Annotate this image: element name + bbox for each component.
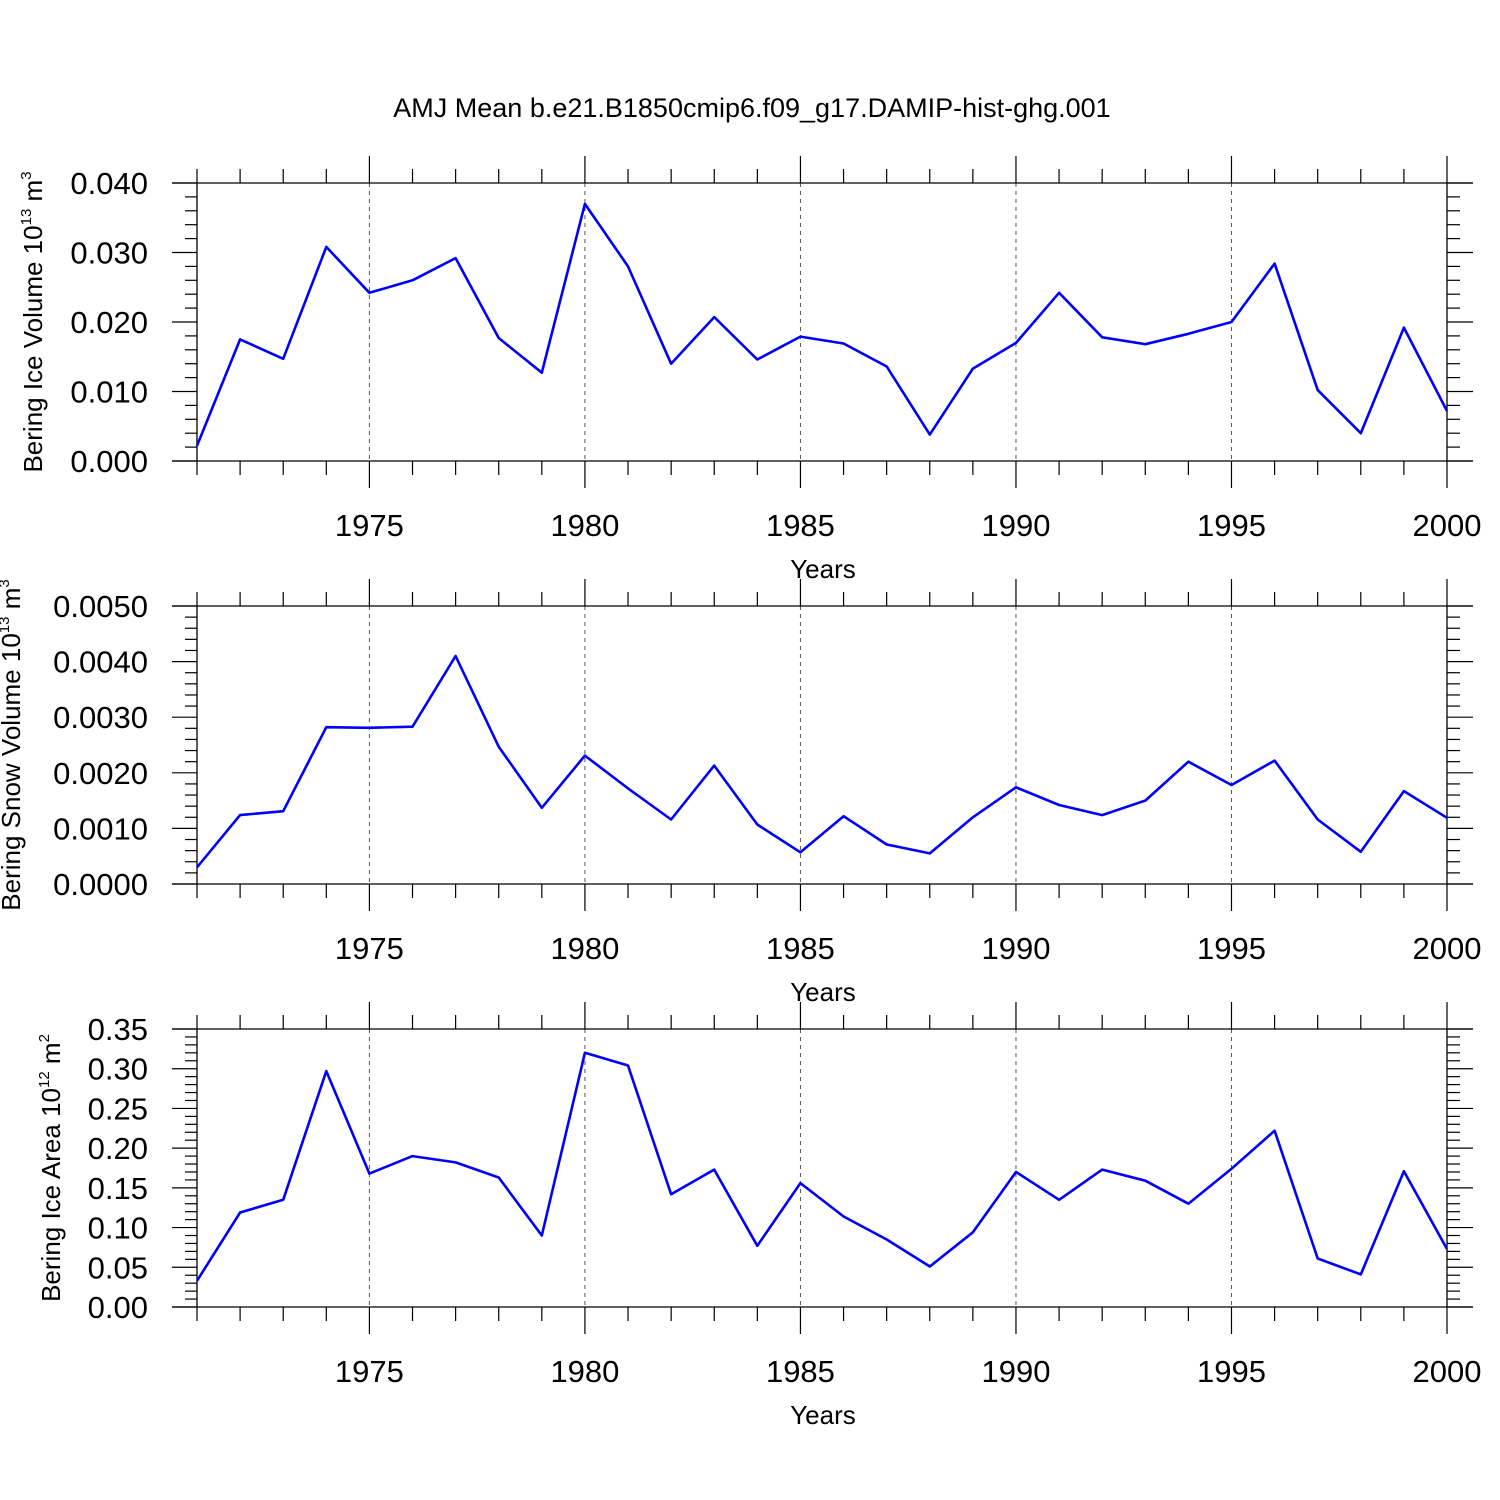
y-tick-label: 0.0000: [53, 867, 148, 902]
y-tick-label: 0.030: [70, 236, 148, 271]
x-tick-label: 1990: [981, 1354, 1050, 1389]
x-tick-label: 1985: [766, 931, 835, 966]
x-tick-label: 1975: [335, 1354, 404, 1389]
series-line: [195, 202, 1449, 447]
y-tick-label: 0.010: [70, 375, 148, 410]
x-tick-label: 1990: [981, 508, 1050, 543]
y-axis-label: Bering Ice Area 1012 m2: [36, 1034, 66, 1302]
y-tick-label: 0.0050: [53, 589, 148, 624]
series-line: [195, 654, 1448, 869]
y-tick-label: 0.020: [70, 305, 148, 340]
x-tick-label: 1980: [550, 1354, 619, 1389]
y-axis-label: Bering Snow Volume 1013 m3: [0, 579, 26, 910]
x-tick-label: 2000: [1413, 931, 1482, 966]
x-tick-label: 1990: [981, 931, 1050, 966]
x-axis-label: Years: [790, 1400, 856, 1430]
y-tick-label: 0.35: [88, 1012, 148, 1047]
y-tick-label: 0.0030: [53, 700, 148, 735]
y-tick-label: 0.30: [88, 1052, 148, 1087]
y-tick-label: 0.05: [88, 1250, 148, 1285]
x-tick-label: 1985: [766, 508, 835, 543]
x-tick-label: 2000: [1413, 1354, 1482, 1389]
y-tick-label: 0.20: [88, 1131, 148, 1166]
x-axis-label: Years: [790, 977, 856, 1007]
y-tick-label: 0.0040: [53, 645, 148, 680]
y-tick-label: 0.15: [88, 1171, 148, 1206]
x-tick-label: 1995: [1197, 508, 1266, 543]
y-tick-label: 0.25: [88, 1091, 148, 1126]
panel-ice-volume: Bering Ice Volume 1013 m3 Years 1975 1980…: [18, 156, 1481, 584]
x-tick-label: 1985: [766, 1354, 835, 1389]
panel-ice-area: Bering Ice Area 1012 m2 Years 1975 1980 19…: [36, 1002, 1481, 1430]
y-axis-label: Bering Ice Volume 1013 m3: [18, 171, 48, 472]
figure-title: AMJ Mean b.e21.B1850cmip6.f09_g17.DAMIP-…: [393, 93, 1110, 123]
y-tick-label: 0.040: [70, 166, 148, 201]
x-tick-label: 1980: [550, 508, 619, 543]
panel-snow-volume: Bering Snow Volume 1013 m3 Years 1975 198…: [0, 579, 1481, 1007]
y-tick-label: 0.00: [88, 1290, 148, 1325]
y-tick-label: 0.000: [70, 444, 148, 479]
y-tick-label: 0.0010: [53, 811, 148, 846]
x-axis-label: Years: [790, 554, 856, 584]
x-tick-label: 1995: [1197, 931, 1266, 966]
x-tick-label: 1980: [550, 931, 619, 966]
x-tick-label: 1995: [1197, 1354, 1266, 1389]
y-tick-label: 0.10: [88, 1211, 148, 1246]
x-tick-label: 1975: [335, 931, 404, 966]
x-tick-label: 1975: [335, 508, 404, 543]
series-line: [195, 1051, 1449, 1282]
x-tick-label: 2000: [1413, 508, 1482, 543]
y-tick-label: 0.0020: [53, 756, 148, 791]
